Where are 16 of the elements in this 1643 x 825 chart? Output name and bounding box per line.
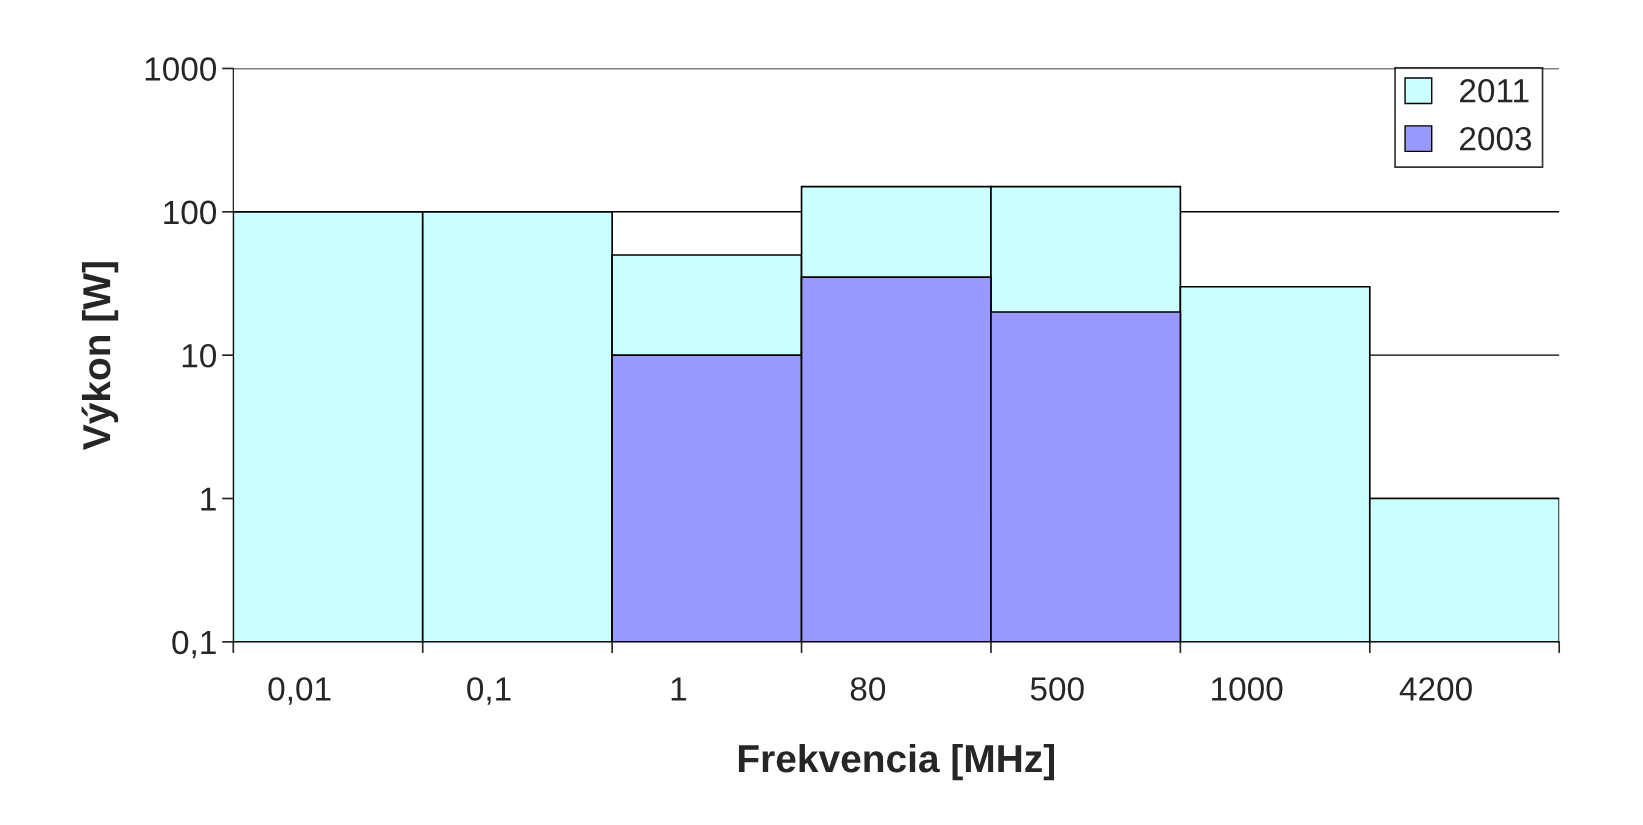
- x-tick-label: 500: [1030, 677, 1084, 701]
- y-tick-label: 10: [182, 343, 217, 368]
- x-axis-title: Frekvencia [MHz]: [738, 743, 1055, 781]
- legend-label: 2011: [1460, 79, 1529, 103]
- legend-label: 2003: [1460, 126, 1532, 151]
- x-tick-label: 4200: [1399, 677, 1472, 701]
- y-axis-title: Výkon [W]: [81, 262, 119, 450]
- x-tick-label: 1000: [1212, 677, 1283, 701]
- x-tick-label: 1: [671, 677, 687, 701]
- x-tick-label: 80: [850, 677, 886, 701]
- y-tick-label: 0,1: [172, 630, 216, 659]
- y-tick-label: 100: [164, 200, 217, 225]
- x-tick-label: 0,1: [467, 677, 511, 705]
- y-tick-label: 1000: [145, 57, 217, 81]
- y-tick-label: 1: [201, 487, 216, 511]
- x-tick-label: 0,01: [268, 677, 331, 705]
